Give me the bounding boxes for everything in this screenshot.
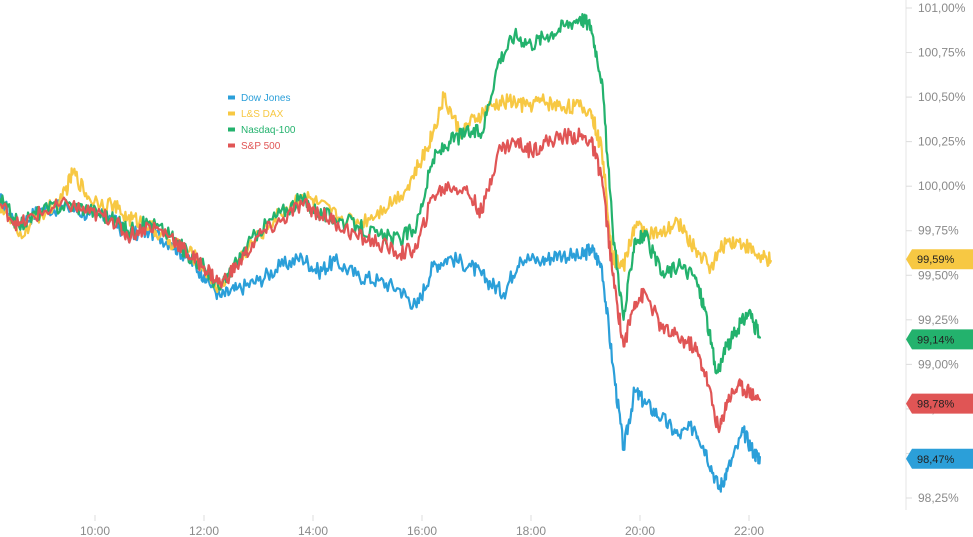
y-tick-label: 100,25% (918, 135, 966, 149)
x-axis-ticks: 10:00 12:00 14:00 16:00 18:00 20:00 22:00 (80, 515, 764, 537)
x-tick-label: 22:00 (734, 524, 764, 537)
y-tick-label: 99,25% (918, 313, 959, 327)
y-tick-label: 99,00% (918, 357, 959, 371)
legend: Dow Jones L&S DAX Nasdaq-100 S&P 500 (228, 93, 296, 152)
y-tick-label: 100,00% (918, 179, 966, 193)
last-value-badge (906, 329, 973, 350)
last-value-badges: 98,47% 99,59% 99,14% 98,78% (906, 249, 973, 469)
legend-label: Nasdaq-100 (241, 125, 296, 136)
last-value-badge (906, 448, 973, 469)
legend-swatch (228, 143, 235, 148)
y-tick-label: 99,50% (918, 268, 959, 282)
series-line-1 (0, 91, 772, 294)
y-tick-label: 99,75% (918, 224, 959, 238)
y-tick-label: 100,75% (918, 46, 966, 60)
legend-swatch (228, 111, 235, 116)
legend-swatch (228, 95, 235, 100)
legend-label: L&S DAX (241, 109, 284, 120)
legend-label: Dow Jones (241, 93, 290, 104)
last-value-label: 99,59% (917, 254, 955, 266)
y-tick-label: 101,00% (918, 1, 966, 15)
x-tick-label: 14:00 (298, 524, 328, 537)
last-value-badge (906, 249, 973, 270)
last-value-label: 98,47% (917, 454, 955, 466)
x-tick-label: 20:00 (625, 524, 655, 537)
series-line-0 (0, 193, 761, 493)
series-lines (0, 13, 772, 493)
series-line-3 (0, 127, 761, 434)
series-line-2 (0, 13, 761, 375)
y-tick-label: 100,50% (918, 90, 966, 104)
x-tick-label: 16:00 (407, 524, 437, 537)
x-tick-label: 10:00 (80, 524, 110, 537)
y-tick-label: 98,25% (918, 491, 959, 505)
last-value-badge (906, 393, 973, 414)
legend-label: S&P 500 (241, 141, 281, 152)
last-value-label: 99,14% (917, 334, 955, 346)
x-tick-label: 12:00 (189, 524, 219, 537)
last-value-label: 98,78% (917, 399, 955, 411)
x-tick-label: 18:00 (516, 524, 546, 537)
legend-swatch (228, 127, 235, 132)
